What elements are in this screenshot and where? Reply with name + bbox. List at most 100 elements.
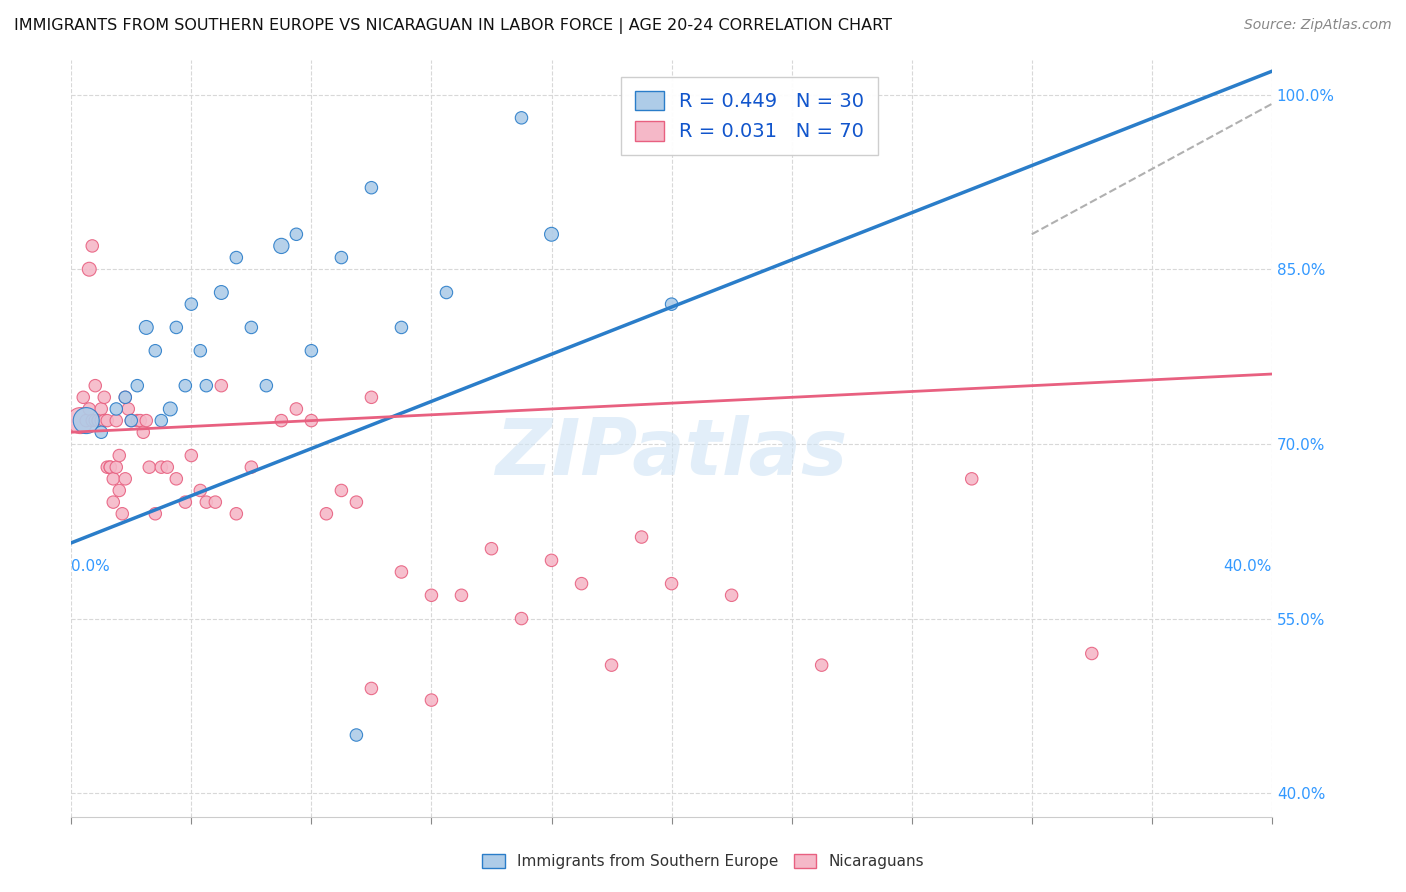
Point — [661, 576, 683, 591]
Point — [720, 588, 742, 602]
Point — [127, 414, 149, 428]
Point — [90, 425, 112, 440]
Text: Source: ZipAtlas.com: Source: ZipAtlas.com — [1244, 18, 1392, 32]
Point — [143, 507, 166, 521]
Point — [120, 414, 142, 428]
Point — [105, 414, 128, 428]
Text: ZIPatlas: ZIPatlas — [495, 415, 848, 491]
Point — [135, 414, 157, 428]
Point — [84, 414, 107, 428]
Point — [360, 390, 382, 404]
Point — [450, 588, 472, 602]
Point — [391, 320, 413, 334]
Point — [105, 460, 128, 475]
Point — [420, 588, 443, 602]
Point — [225, 251, 247, 265]
Point — [180, 297, 202, 311]
Text: 40.0%: 40.0% — [1223, 559, 1272, 574]
Point — [315, 507, 337, 521]
Point — [225, 507, 247, 521]
Legend: R = 0.449   N = 30, R = 0.031   N = 70: R = 0.449 N = 30, R = 0.031 N = 70 — [621, 77, 877, 155]
Point — [240, 320, 263, 334]
Point — [98, 460, 121, 475]
Point — [571, 576, 593, 591]
Point — [114, 390, 136, 404]
Point — [600, 658, 623, 673]
Point — [188, 343, 211, 358]
Point — [114, 472, 136, 486]
Point — [299, 343, 322, 358]
Point — [360, 681, 382, 696]
Point — [270, 239, 292, 253]
Point — [285, 401, 308, 416]
Point — [127, 378, 149, 392]
Point — [77, 401, 100, 416]
Point — [114, 390, 136, 404]
Point — [344, 495, 367, 509]
Point — [98, 460, 121, 475]
Point — [138, 460, 160, 475]
Point — [960, 472, 983, 486]
Point — [1081, 647, 1104, 661]
Point — [540, 227, 562, 242]
Text: 0.0%: 0.0% — [72, 559, 110, 574]
Point — [84, 378, 107, 392]
Point — [344, 728, 367, 742]
Point — [93, 414, 115, 428]
Point — [82, 414, 104, 428]
Point — [330, 483, 353, 498]
Point — [661, 297, 683, 311]
Point — [103, 472, 125, 486]
Point — [510, 111, 533, 125]
Point — [436, 285, 458, 300]
Point — [209, 378, 232, 392]
Point — [174, 378, 197, 392]
Point — [75, 414, 97, 428]
Point — [285, 227, 308, 242]
Point — [129, 414, 152, 428]
Point — [180, 449, 202, 463]
Point — [270, 414, 292, 428]
Point — [330, 251, 353, 265]
Point — [204, 495, 226, 509]
Point — [103, 495, 125, 509]
Point — [82, 239, 104, 253]
Point — [135, 320, 157, 334]
Point — [105, 401, 128, 416]
Point — [540, 553, 562, 567]
Point — [143, 343, 166, 358]
Point — [93, 390, 115, 404]
Point — [188, 483, 211, 498]
Point — [72, 390, 94, 404]
Point — [254, 378, 277, 392]
Point — [90, 401, 112, 416]
Point — [360, 180, 382, 194]
Point — [159, 401, 181, 416]
Point — [240, 460, 263, 475]
Point — [165, 320, 187, 334]
Point — [75, 414, 97, 428]
Point — [195, 495, 218, 509]
Point — [165, 472, 187, 486]
Point — [90, 414, 112, 428]
Point — [150, 460, 173, 475]
Text: IMMIGRANTS FROM SOUTHERN EUROPE VS NICARAGUAN IN LABOR FORCE | AGE 20-24 CORRELA: IMMIGRANTS FROM SOUTHERN EUROPE VS NICAR… — [14, 18, 891, 34]
Legend: Immigrants from Southern Europe, Nicaraguans: Immigrants from Southern Europe, Nicarag… — [475, 848, 931, 875]
Point — [420, 693, 443, 707]
Point — [510, 611, 533, 625]
Point — [108, 483, 131, 498]
Point — [77, 262, 100, 277]
Point — [69, 414, 91, 428]
Point — [96, 460, 118, 475]
Point — [481, 541, 503, 556]
Point — [108, 449, 131, 463]
Point — [174, 495, 197, 509]
Point — [96, 414, 118, 428]
Point — [810, 658, 832, 673]
Point — [391, 565, 413, 579]
Point — [150, 414, 173, 428]
Point — [156, 460, 179, 475]
Point — [111, 507, 134, 521]
Point — [630, 530, 652, 544]
Point — [195, 378, 218, 392]
